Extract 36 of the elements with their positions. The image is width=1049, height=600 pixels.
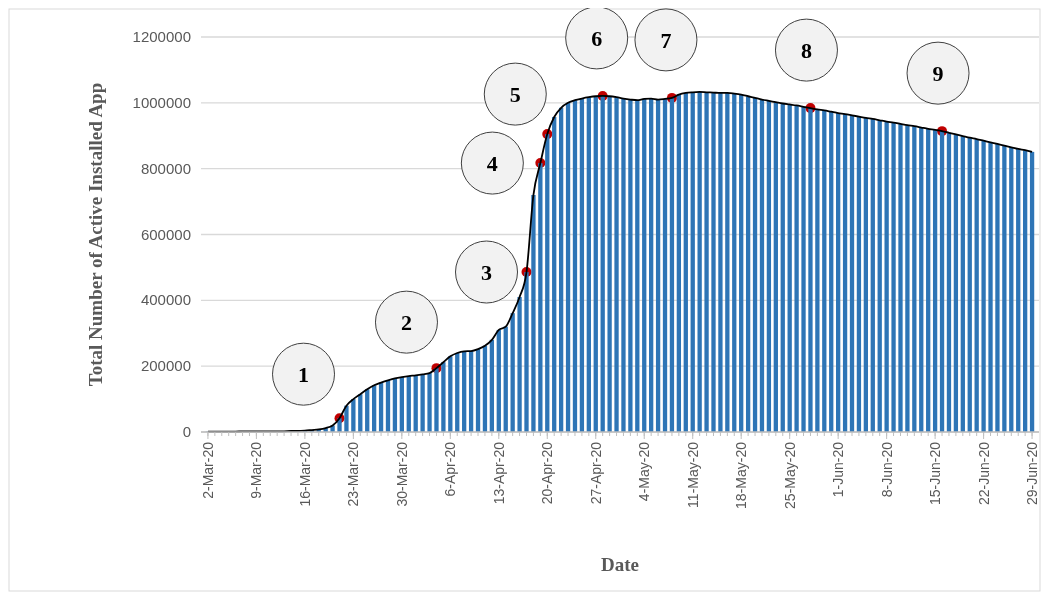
- x-axis-title: Date: [601, 554, 639, 575]
- annotation: 2: [400, 310, 412, 336]
- annotation: 3: [481, 260, 492, 286]
- x-tick-label: 23-Mar-20: [345, 441, 362, 507]
- y-tick-label: 800000: [140, 159, 191, 177]
- x-tick-label: 27-Apr-20: [587, 441, 604, 505]
- y-tick-label: 1200000: [132, 28, 191, 45]
- x-tick-label: 29-Jun-20: [1024, 441, 1041, 506]
- x-tick-label: 1-Jun-20: [830, 441, 847, 498]
- y-tick-label: 600000: [140, 225, 191, 243]
- x-tick-label: 8-Jun-20: [878, 441, 895, 498]
- x-tick-label: 30-Mar-20: [393, 441, 410, 507]
- x-tick-label: 2-Mar-20: [199, 441, 216, 499]
- x-tick-label: 6-Apr-20: [442, 441, 459, 497]
- x-tick-label: 15-Jun-20: [927, 441, 944, 506]
- x-tick-label: 9-Mar-20: [248, 441, 265, 499]
- annotation: 8: [800, 38, 812, 64]
- annotation: 6: [591, 25, 603, 51]
- x-tick-label: 13-Apr-20: [490, 441, 507, 505]
- annotation: 7: [660, 27, 672, 53]
- annotation: 5: [509, 82, 521, 108]
- x-tick-label: 4-May-20: [636, 441, 653, 502]
- y-tick-label: 1000000: [132, 93, 191, 111]
- x-tick-label: 20-Apr-20: [539, 441, 556, 505]
- y-tick-label: 200000: [140, 357, 191, 375]
- y-tick-label: 0: [182, 423, 191, 440]
- y-axis-title: Total Number of Active Installed App: [85, 82, 106, 387]
- x-tick-label: 22-Jun-20: [975, 441, 992, 506]
- annotation: 1: [298, 362, 310, 388]
- x-tick-label: 18-May-20: [733, 441, 750, 509]
- annotation: 9: [932, 61, 944, 87]
- x-tick-label: 11-May-20: [684, 441, 701, 508]
- x-tick-label: 25-May-20: [781, 441, 798, 509]
- x-tick-label: 16-Mar-20: [296, 441, 313, 507]
- annotation: 4: [486, 151, 498, 177]
- y-tick-label: 400000: [140, 291, 191, 309]
